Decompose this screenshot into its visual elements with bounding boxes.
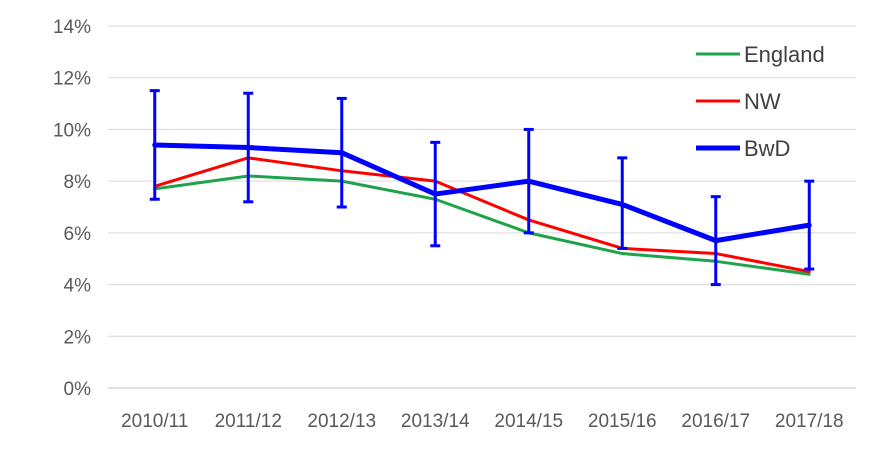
- series-group: [149, 89, 815, 287]
- series-england: [153, 174, 811, 276]
- legend-label: BwD: [744, 136, 790, 161]
- gridlines: [108, 25, 856, 389]
- y-tick-label: 6%: [64, 224, 92, 245]
- legend-label: NW: [744, 89, 781, 114]
- series-line: [153, 156, 811, 274]
- y-tick-label: 2%: [64, 327, 92, 348]
- x-tick-label: 2017/18: [775, 411, 844, 432]
- x-tick-label: 2016/17: [681, 411, 750, 432]
- series-line: [152, 142, 812, 244]
- legend-label: England: [744, 42, 825, 67]
- x-tick-label: 2015/16: [588, 411, 657, 432]
- y-axis-ticks: 0% 2% 4% 6% 8% 10% 12% 14%: [53, 17, 91, 400]
- y-tick-label: 14%: [53, 17, 91, 38]
- x-tick-label: 2013/14: [401, 411, 470, 432]
- legend: England NW BwD: [696, 42, 825, 161]
- series-line: [153, 174, 811, 276]
- series-bwd: [149, 89, 815, 287]
- x-tick-label: 2014/15: [494, 411, 563, 432]
- x-tick-label: 2012/13: [307, 411, 376, 432]
- x-tick-label: 2010/11: [121, 411, 188, 432]
- y-tick-label: 10%: [53, 120, 91, 141]
- y-tick-label: 12%: [53, 69, 91, 90]
- y-tick-label: 4%: [64, 276, 92, 297]
- y-tick-label: 8%: [64, 172, 92, 193]
- x-axis-ticks: 2010/11 2011/12 2012/13 2013/14 2014/15 2015/…: [121, 411, 843, 432]
- y-tick-label: 0%: [64, 379, 92, 400]
- x-tick-label: 2011/12: [215, 411, 282, 432]
